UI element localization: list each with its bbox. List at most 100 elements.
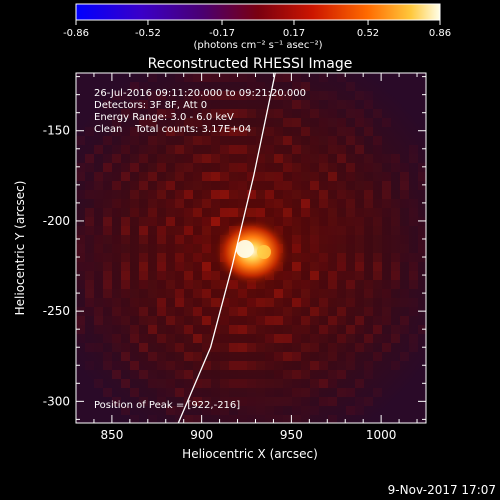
ripple-pixel xyxy=(265,307,274,316)
ripple-pixel xyxy=(139,190,148,199)
ripple-pixel xyxy=(355,397,364,406)
clean-ripples xyxy=(76,73,426,423)
ripple-pixel xyxy=(112,253,121,262)
ripple-pixel xyxy=(337,298,346,307)
ripple-pixel xyxy=(148,181,157,190)
ripple-pixel xyxy=(94,208,103,217)
ripple-pixel xyxy=(337,100,346,109)
ripple-pixel xyxy=(337,289,346,298)
ripple-pixel xyxy=(157,298,166,307)
ripple-pixel xyxy=(166,226,175,235)
ripple-pixel xyxy=(85,208,94,217)
ripple-pixel xyxy=(211,370,220,379)
ripple-pixel xyxy=(139,307,148,316)
y-tick-label: -250 xyxy=(43,304,70,318)
ripple-pixel xyxy=(310,217,319,226)
ripple-pixel xyxy=(310,280,319,289)
ripple-pixel xyxy=(292,415,301,423)
ripple-pixel xyxy=(166,190,175,199)
ripple-pixel xyxy=(130,415,139,423)
ripple-pixel xyxy=(85,298,94,307)
ripple-pixel xyxy=(166,244,175,253)
ripple-pixel xyxy=(346,325,355,334)
ripple-pixel xyxy=(193,181,202,190)
ripple-pixel xyxy=(247,334,256,343)
ripple-pixel xyxy=(85,163,94,172)
ripple-pixel xyxy=(328,343,337,352)
ripple-pixel xyxy=(166,136,175,145)
image-area xyxy=(76,73,426,423)
ripple-pixel xyxy=(121,190,130,199)
ripple-pixel xyxy=(310,181,319,190)
ripple-pixel xyxy=(148,379,157,388)
ripple-pixel xyxy=(211,388,220,397)
ripple-pixel xyxy=(193,145,202,154)
ripple-pixel xyxy=(166,208,175,217)
ripple-pixel xyxy=(121,343,130,352)
ripple-pixel xyxy=(112,334,121,343)
ripple-pixel xyxy=(85,154,94,163)
ripple-pixel xyxy=(355,262,364,271)
ripple-pixel xyxy=(211,172,220,181)
ripple-pixel xyxy=(328,145,337,154)
ripple-pixel xyxy=(319,172,328,181)
ripple-pixel xyxy=(175,343,184,352)
ripple-pixel xyxy=(310,226,319,235)
ripple-pixel xyxy=(346,235,355,244)
ripple-pixel xyxy=(211,280,220,289)
ripple-pixel xyxy=(310,343,319,352)
ripple-pixel xyxy=(211,316,220,325)
ripple-pixel xyxy=(418,217,426,226)
ripple-pixel xyxy=(157,280,166,289)
ripple-pixel xyxy=(103,172,112,181)
ripple-pixel xyxy=(292,73,301,82)
ripple-pixel xyxy=(157,325,166,334)
ripple-pixel xyxy=(346,127,355,136)
ripple-pixel xyxy=(175,325,184,334)
ripple-pixel xyxy=(166,235,175,244)
ripple-pixel xyxy=(94,379,103,388)
ripple-pixel xyxy=(382,262,391,271)
ripple-pixel xyxy=(319,397,328,406)
ripple-pixel xyxy=(373,181,382,190)
ripple-pixel xyxy=(391,244,400,253)
ripple-pixel xyxy=(319,280,328,289)
ripple-pixel xyxy=(220,217,229,226)
ripple-pixel xyxy=(94,280,103,289)
ripple-pixel xyxy=(121,253,130,262)
ripple-pixel xyxy=(220,100,229,109)
ripple-pixel xyxy=(292,118,301,127)
ripple-pixel xyxy=(265,163,274,172)
ripple-pixel xyxy=(292,82,301,91)
ripple-pixel xyxy=(202,361,211,370)
ripple-pixel xyxy=(76,235,85,244)
ripple-pixel xyxy=(175,244,184,253)
ripple-pixel xyxy=(265,343,274,352)
ripple-pixel xyxy=(193,118,202,127)
ripple-pixel xyxy=(409,298,418,307)
ripple-pixel xyxy=(301,199,310,208)
ripple-pixel xyxy=(211,343,220,352)
ripple-pixel xyxy=(301,325,310,334)
ripple-pixel xyxy=(184,190,193,199)
ripple-pixel xyxy=(256,388,265,397)
ripple-pixel xyxy=(247,100,256,109)
ripple-pixel xyxy=(364,172,373,181)
ripple-pixel xyxy=(292,334,301,343)
ripple-pixel xyxy=(130,199,139,208)
ripple-pixel xyxy=(157,127,166,136)
ripple-pixel xyxy=(211,379,220,388)
ripple-pixel xyxy=(319,181,328,190)
ripple-pixel xyxy=(202,379,211,388)
ripple-pixel xyxy=(184,145,193,154)
ripple-pixel xyxy=(283,289,292,298)
ripple-pixel xyxy=(220,127,229,136)
ripple-pixel xyxy=(202,217,211,226)
ripple-pixel xyxy=(247,154,256,163)
ripple-pixel xyxy=(202,163,211,172)
ripple-pixel xyxy=(85,280,94,289)
ripple-pixel xyxy=(139,154,148,163)
ripple-pixel xyxy=(193,307,202,316)
ripple-pixel xyxy=(193,379,202,388)
ripple-pixel xyxy=(355,199,364,208)
